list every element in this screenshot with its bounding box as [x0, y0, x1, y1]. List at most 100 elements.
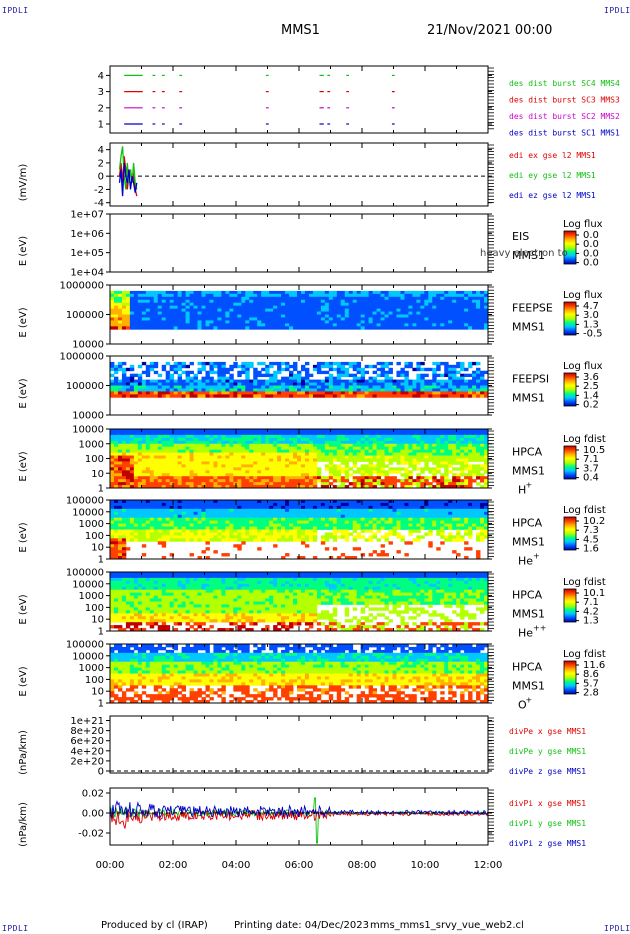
feepse-cell — [277, 323, 282, 327]
feepse-cell — [352, 317, 358, 321]
feepse-cell — [189, 317, 194, 321]
hpca_h-cell — [424, 431, 429, 436]
feepsi-cell — [332, 391, 338, 395]
hpca_h-cell — [241, 440, 246, 445]
hpca_h-colorbar-tick: 10.5 — [583, 445, 605, 456]
feepsi-ytick-label: 100000 — [66, 381, 104, 392]
hpca_h-cell — [372, 431, 377, 436]
feepsi-cell — [456, 361, 461, 366]
feepsi-colorbar-title: Log flux — [563, 361, 603, 372]
hpca_h-cell — [368, 429, 374, 433]
feepsi-ylabel: E (eV) — [18, 378, 29, 408]
hpca_h-cell — [404, 446, 409, 451]
hpca_he-cell — [165, 538, 171, 542]
feepse-cell — [145, 293, 151, 298]
hpca_he-cell — [117, 556, 123, 560]
hpca_h-cell — [285, 473, 290, 477]
feepse-cell — [452, 299, 457, 304]
hpca_h-cell — [408, 470, 413, 474]
hpca_h-cell — [324, 482, 330, 486]
hpca_h-cell — [189, 437, 194, 442]
hpca_h-cell — [145, 440, 151, 445]
hpca_he-cell — [249, 523, 254, 527]
hpca_he-cell — [141, 505, 147, 510]
feepsi-cell — [110, 364, 115, 369]
feepse-cell — [213, 311, 218, 315]
feepsi-cell — [420, 382, 425, 386]
hpca_h-cell — [110, 470, 115, 474]
hpca_h-cell — [229, 429, 234, 433]
hpca_h-cell — [233, 467, 238, 471]
feepsi-cell — [205, 361, 210, 366]
hpca_h-cell — [304, 479, 310, 483]
feepse-cell — [241, 299, 246, 304]
feepsi-cell — [428, 385, 433, 389]
hpca_h-cell — [324, 429, 330, 433]
feepse-cell — [448, 296, 453, 301]
hpca_h-cell — [225, 473, 230, 477]
hpca_h-cell — [110, 449, 115, 453]
feepse-cell — [181, 299, 186, 304]
hpca_h-cell — [360, 485, 366, 489]
hpca_h-cell — [133, 485, 139, 489]
hpca_h-cell — [388, 449, 393, 453]
hpca_h-cell — [440, 455, 445, 459]
hpca_h-cell — [320, 440, 326, 445]
hpca_h-cell — [193, 443, 198, 448]
hpca_h-cell — [476, 429, 481, 433]
hpca_h-cell — [384, 446, 389, 451]
feepse-cell — [245, 314, 250, 318]
feepse-cell — [320, 323, 326, 327]
hpca_he-cell — [225, 532, 230, 536]
feepse-cell — [408, 311, 413, 315]
hpca_h-cell — [480, 473, 485, 477]
feepsi-cell — [201, 376, 206, 380]
feepsi-cell — [110, 379, 115, 383]
feepsi-cell — [352, 361, 358, 366]
feepse-cell — [348, 317, 354, 321]
feepse-cell — [340, 311, 346, 315]
hpca_he-cell — [153, 517, 159, 522]
hpca_h-cell — [249, 476, 254, 480]
feepse-cell — [324, 308, 330, 312]
hpca_h-cell — [372, 455, 377, 459]
feepse-cell — [456, 311, 461, 315]
feepsi-cell — [448, 391, 453, 395]
feepse-cell — [293, 311, 298, 315]
feepse-cell — [233, 296, 238, 301]
hpca_h-cell — [157, 443, 163, 448]
hpca_h-cell — [364, 467, 370, 471]
hpca_h-cell — [300, 482, 306, 486]
feepsi-cell — [161, 394, 167, 398]
feepsi-cell — [336, 376, 342, 380]
hpca_he-cell — [253, 523, 258, 527]
feepse-cell — [300, 317, 306, 321]
feepsi-cell — [285, 367, 290, 372]
feepse-cell — [400, 308, 405, 312]
feepsi-cell — [293, 388, 298, 392]
hpca_h-cell — [456, 443, 461, 448]
feepsi-cell — [193, 379, 198, 383]
hpca_h-cell — [269, 429, 274, 433]
hpca_h-cell — [400, 473, 405, 477]
hpca_h-cell — [420, 476, 425, 480]
feepse-cell — [249, 299, 254, 304]
hpca_h-cell — [392, 434, 397, 439]
hpca_h-cell — [221, 440, 226, 445]
feepsi-cell — [173, 394, 179, 398]
feepsi-cell — [448, 364, 453, 369]
hpca_he-cell — [213, 535, 218, 539]
hpca_h-cell — [460, 437, 465, 442]
hpca_h-cell — [257, 452, 262, 456]
feepsi-cell — [404, 394, 409, 398]
feepse-cell — [328, 320, 334, 324]
feepse-cell — [177, 311, 183, 315]
hpca_he-cell — [229, 517, 234, 522]
hpca_h-cell — [300, 464, 306, 468]
hpca_h-cell — [113, 485, 119, 489]
feepse-cell — [328, 290, 334, 295]
hpca_h-cell — [125, 455, 131, 459]
hpca_h-cell — [173, 449, 179, 453]
hpca_h-cell — [376, 476, 381, 480]
feepsi-cell — [416, 382, 421, 386]
